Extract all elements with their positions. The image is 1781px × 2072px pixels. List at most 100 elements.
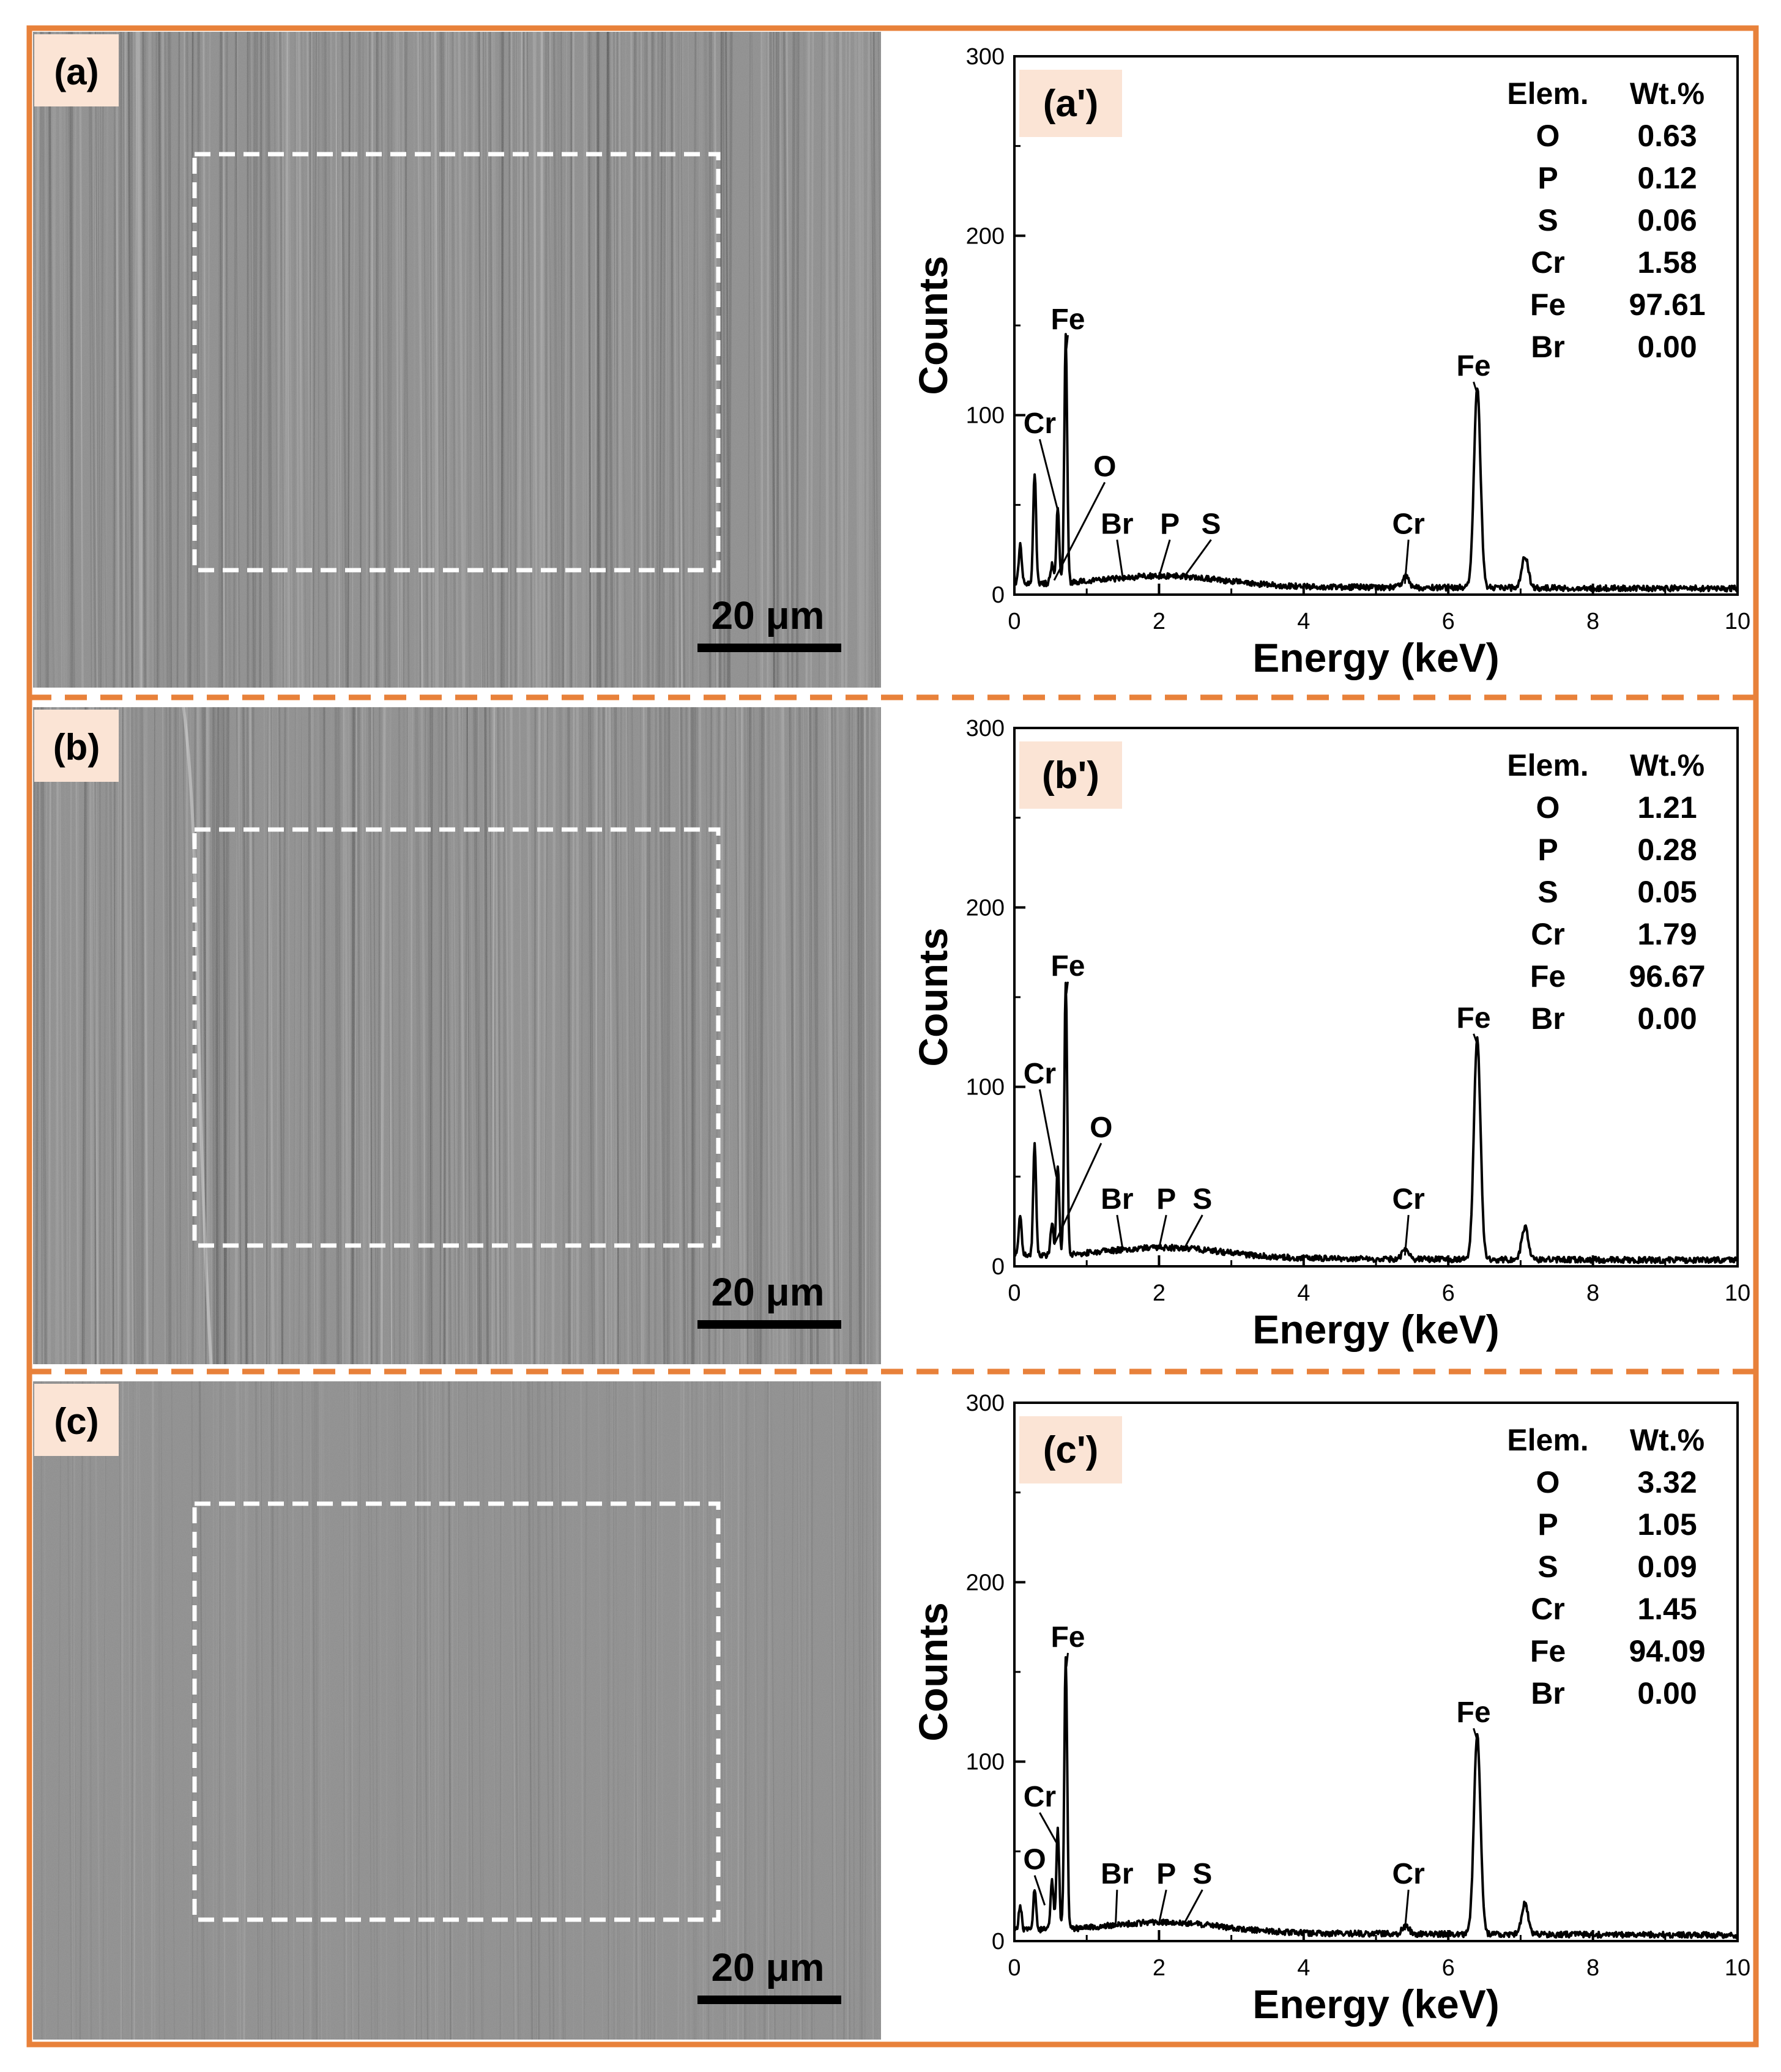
peak-label: Cr [1024, 1058, 1056, 1090]
sem-image-b: (b) 20 μm [33, 707, 881, 1364]
table-wt-value: 96.67 [1629, 959, 1705, 993]
y-tick-label: 200 [966, 895, 1005, 921]
sem-image-a: (a) 20 μm [33, 32, 881, 688]
peak-label: Br [1101, 1858, 1133, 1890]
peak-leader [1158, 539, 1171, 577]
peak-leader [1039, 1812, 1057, 1843]
spectrum-trace [1013, 333, 1739, 593]
table-wt-value: 1.79 [1637, 917, 1697, 951]
table-wt-value: 0.12 [1637, 161, 1697, 195]
scale-bar-label: 20 μm [711, 593, 824, 637]
peak-leader [1404, 540, 1410, 584]
x-tick-label: 8 [1586, 1955, 1599, 1981]
peak-leader [1116, 540, 1124, 579]
peak-label: Fe [1050, 303, 1085, 336]
analysis-region-box [192, 827, 721, 1248]
x-tick-label: 10 [1725, 1955, 1750, 1981]
peak-leader [1114, 1890, 1118, 1925]
scale-bar [697, 644, 841, 652]
y-tick-label: 200 [966, 223, 1005, 249]
sem-label-bg [34, 710, 119, 782]
peak-leader [1065, 1652, 1069, 1667]
y-tick-label: 0 [992, 1929, 1005, 1955]
sem-image-c: (c) 20 μm [33, 1381, 881, 2040]
peak-leader [1065, 981, 1069, 994]
x-tick-label: 8 [1586, 609, 1599, 634]
scale-bar [697, 1320, 841, 1329]
table-wt-value: 94.09 [1629, 1634, 1705, 1668]
table-wt-value: 0.05 [1637, 875, 1697, 909]
sem-panel-label: (c) [54, 1401, 99, 1442]
peak-label: S [1192, 1183, 1212, 1216]
table-element: Br [1531, 1676, 1565, 1710]
table-header-element: Elem. [1507, 76, 1588, 111]
peak-leader [1404, 1890, 1410, 1931]
peak-leader [1473, 1728, 1478, 1740]
table-wt-value: 0.06 [1637, 203, 1697, 237]
peak-leader [1038, 1089, 1058, 1177]
table-element: S [1537, 1550, 1558, 1584]
table-element: S [1537, 875, 1558, 909]
x-axis-title: Energy (keV) [1252, 635, 1499, 680]
y-axis-title: Counts [910, 927, 956, 1066]
sem-label-bg [34, 1384, 119, 1456]
peak-label: Cr [1392, 1183, 1425, 1216]
scale-bar [697, 1996, 841, 2004]
table-wt-value: 1.45 [1637, 1592, 1697, 1626]
analysis-region-box [192, 1501, 721, 1922]
sem-panel-label: (a) [54, 51, 99, 92]
spectrum-panel-label: (c') [1043, 1429, 1099, 1471]
x-tick-label: 6 [1442, 609, 1455, 634]
y-tick-label: 0 [992, 1254, 1005, 1280]
peak-leader [1473, 381, 1478, 394]
scale-bar-label: 20 μm [711, 1945, 824, 1989]
table-header-element: Elem. [1507, 748, 1588, 782]
spectrum-label-bg [1019, 1416, 1122, 1483]
peak-label: Fe [1050, 950, 1085, 982]
spectrum-label-bg [1019, 741, 1122, 809]
sem-grain [33, 1381, 881, 2040]
peak-label: P [1156, 1858, 1176, 1890]
table-header-element: Elem. [1507, 1423, 1588, 1457]
peak-label: Cr [1392, 1858, 1425, 1890]
x-tick-label: 4 [1297, 1280, 1310, 1306]
spectrum-panel-label: (b') [1042, 754, 1099, 796]
peak-label: O [1093, 450, 1116, 483]
x-tick-label: 8 [1586, 1280, 1599, 1306]
table-element: Br [1531, 1001, 1565, 1036]
x-tick-label: 0 [1008, 1955, 1021, 1981]
y-axis-title: Counts [910, 1602, 956, 1741]
peak-label: Cr [1024, 407, 1056, 440]
peak-leader [1053, 481, 1106, 581]
table-element: O [1536, 790, 1560, 825]
x-tick-label: 10 [1725, 1280, 1750, 1306]
peak-label: O [1090, 1112, 1112, 1144]
peak-label: Cr [1024, 1781, 1056, 1813]
peak-label: Br [1101, 1183, 1133, 1216]
table-element: Br [1531, 330, 1565, 364]
scale-bar-label: 20 μm [711, 1270, 824, 1314]
y-tick-label: 0 [992, 582, 1005, 608]
table-element: P [1537, 1507, 1558, 1542]
table-wt-value: 1.58 [1637, 245, 1697, 280]
table-element: S [1537, 203, 1558, 237]
peak-leader [1183, 539, 1212, 577]
peak-leader [1183, 1214, 1203, 1249]
peak-label: Br [1101, 508, 1133, 540]
peak-leader [1033, 1875, 1046, 1906]
peak-label: Fe [1457, 350, 1491, 382]
table-element: Fe [1530, 288, 1566, 322]
peak-label: P [1160, 508, 1180, 540]
x-tick-label: 4 [1297, 609, 1310, 634]
peak-leader [1116, 1214, 1124, 1250]
peak-label: Cr [1392, 508, 1425, 540]
spectrum-label-bg [1019, 70, 1122, 137]
table-element: P [1537, 833, 1558, 867]
sem-grain [33, 32, 881, 688]
table-wt-value: 0.63 [1637, 119, 1697, 153]
y-tick-label: 200 [966, 1570, 1005, 1595]
